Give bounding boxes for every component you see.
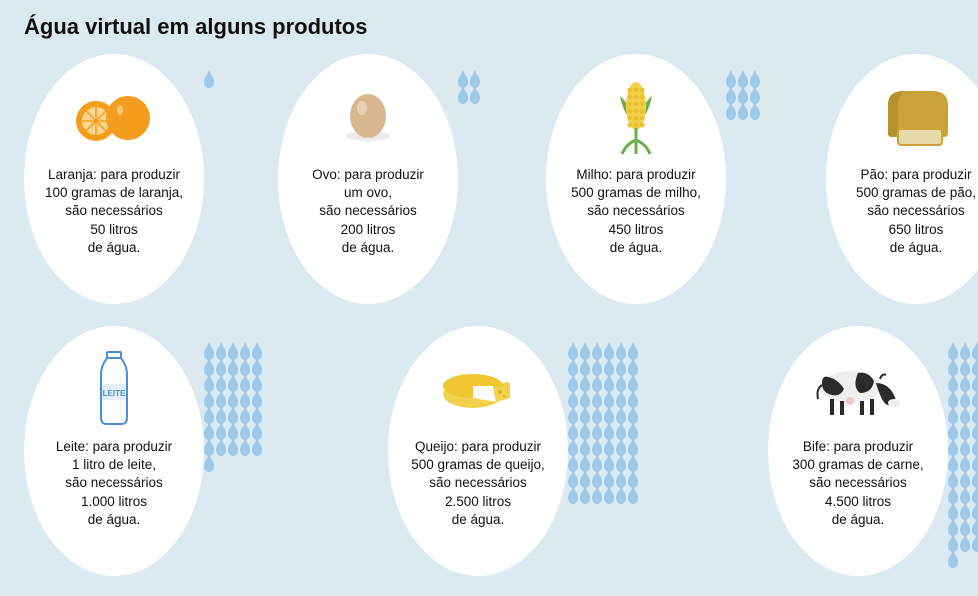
item-queijo: Queijo: para produzir500 gramas de queij… [388, 326, 648, 576]
cheese-icon [438, 348, 518, 428]
text-line: 500 gramas de pão, [856, 184, 976, 202]
water-drop-icon [216, 442, 226, 456]
water-drop-icon [960, 538, 970, 552]
text-milho: Milho: para produzir500 gramas de milho,… [571, 166, 701, 257]
text-line: são necessários [45, 202, 183, 220]
water-drop-icon [568, 490, 578, 504]
item-bife: Bife: para produzir300 gramas de carne,s… [768, 326, 978, 576]
text-line: de água. [411, 511, 545, 529]
orange-icon [74, 76, 154, 156]
water-drop-icon [628, 490, 638, 504]
water-drop-icon [726, 106, 736, 120]
text-line: Ovo: para produzir [312, 166, 424, 184]
milk-icon: LEITE [89, 348, 139, 428]
text-leite: Leite: para produzir1 litro de leite,são… [56, 438, 172, 529]
drops-laranja [204, 54, 218, 88]
text-line: 200 litros [312, 221, 424, 239]
text-line: 300 gramas de carne, [792, 456, 923, 474]
oval-laranja: Laranja: para produzir100 gramas de lara… [24, 54, 204, 304]
text-line: são necessários [856, 202, 976, 220]
text-line: de água. [45, 239, 183, 257]
text-line: são necessários [571, 202, 701, 220]
text-line: 50 litros [45, 221, 183, 239]
oval-ovo: Ovo: para produzirum ovo,são necessários… [278, 54, 458, 304]
drops-milho [726, 54, 766, 120]
water-drop-icon [592, 490, 602, 504]
text-line: são necessários [312, 202, 424, 220]
text-line: 2.500 litros [411, 493, 545, 511]
text-line: 450 litros [571, 221, 701, 239]
text-line: de água. [312, 239, 424, 257]
text-laranja: Laranja: para produzir100 gramas de lara… [45, 166, 183, 257]
text-pao: Pão: para produzir500 gramas de pão,são … [856, 166, 976, 257]
water-drop-icon [458, 90, 468, 104]
text-line: 1 litro de leite, [56, 456, 172, 474]
water-drop-icon [604, 490, 614, 504]
cow-icon [808, 348, 908, 428]
text-bife: Bife: para produzir300 gramas de carne,s… [792, 438, 923, 529]
text-line: Bife: para produzir [792, 438, 923, 456]
text-line: 650 litros [856, 221, 976, 239]
water-drop-icon [204, 458, 214, 472]
text-line: um ovo, [312, 184, 424, 202]
item-milho: Milho: para produzir500 gramas de milho,… [546, 54, 766, 304]
text-line: 500 gramas de milho, [571, 184, 701, 202]
water-drop-icon [252, 442, 262, 456]
water-drop-icon [228, 442, 238, 456]
water-drop-icon [580, 490, 590, 504]
text-line: de água. [792, 511, 923, 529]
drops-queijo [568, 326, 648, 504]
bread-icon [876, 76, 956, 156]
text-line: Milho: para produzir [571, 166, 701, 184]
water-drop-icon [972, 538, 978, 552]
text-line: Queijo: para produzir [411, 438, 545, 456]
row-2: LEITE Leite: para produzir1 litro de lei… [24, 326, 978, 576]
text-line: de água. [856, 239, 976, 257]
water-drop-icon [948, 554, 958, 568]
item-pao: Pão: para produzir500 gramas de pão,são … [826, 54, 978, 304]
text-line: 500 gramas de queijo, [411, 456, 545, 474]
oval-queijo: Queijo: para produzir500 gramas de queij… [388, 326, 568, 576]
egg-icon [333, 76, 403, 156]
text-line: Laranja: para produzir [45, 166, 183, 184]
water-drop-icon [470, 90, 480, 104]
drops-leite [204, 326, 268, 472]
drops-ovo [458, 54, 486, 104]
water-drop-icon [204, 74, 214, 88]
item-laranja: Laranja: para produzir100 gramas de lara… [24, 54, 218, 304]
water-drop-icon [738, 106, 748, 120]
text-queijo: Queijo: para produzir500 gramas de queij… [411, 438, 545, 529]
oval-bife: Bife: para produzir300 gramas de carne,s… [768, 326, 948, 576]
text-line: são necessários [411, 474, 545, 492]
text-line: Pão: para produzir [856, 166, 976, 184]
text-line: 4.500 litros [792, 493, 923, 511]
text-line: 1.000 litros [56, 493, 172, 511]
item-leite: LEITE Leite: para produzir1 litro de lei… [24, 326, 268, 576]
text-line: 100 gramas de laranja, [45, 184, 183, 202]
text-line: de água. [571, 239, 701, 257]
oval-milho: Milho: para produzir500 gramas de milho,… [546, 54, 726, 304]
text-ovo: Ovo: para produzirum ovo,são necessários… [312, 166, 424, 257]
text-line: de água. [56, 511, 172, 529]
water-drop-icon [616, 490, 626, 504]
text-line: são necessários [792, 474, 923, 492]
water-drop-icon [750, 106, 760, 120]
page-title: Água virtual em alguns produtos [24, 14, 367, 40]
corn-icon [606, 76, 666, 156]
drops-bife [948, 326, 978, 568]
row-1: Laranja: para produzir100 gramas de lara… [24, 54, 978, 304]
oval-pao: Pão: para produzir500 gramas de pão,são … [826, 54, 978, 304]
oval-leite: LEITE Leite: para produzir1 litro de lei… [24, 326, 204, 576]
text-line: Leite: para produzir [56, 438, 172, 456]
water-drop-icon [240, 442, 250, 456]
svg-text:LEITE: LEITE [103, 389, 126, 398]
text-line: são necessários [56, 474, 172, 492]
item-ovo: Ovo: para produzirum ovo,são necessários… [278, 54, 486, 304]
